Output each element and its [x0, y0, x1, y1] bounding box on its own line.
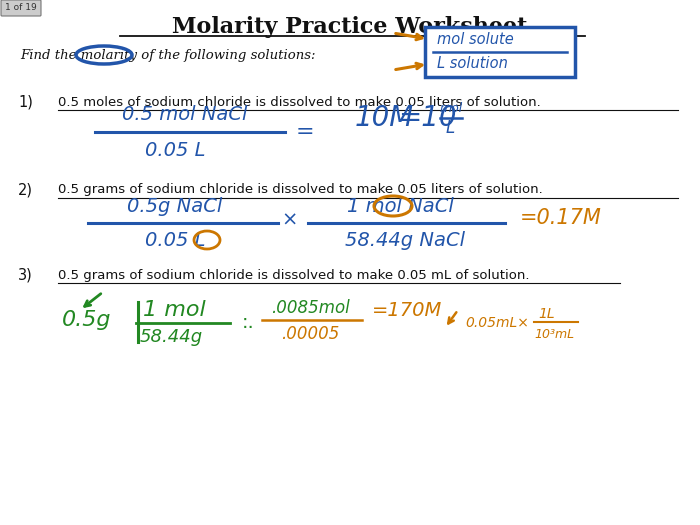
- Text: 0.5 moles of sodium chloride is dissolved to make 0.05 liters of solution.: 0.5 moles of sodium chloride is dissolve…: [58, 96, 540, 109]
- Text: =: =: [295, 122, 314, 142]
- Text: L solution: L solution: [437, 57, 508, 71]
- Text: 1 of 19: 1 of 19: [5, 4, 37, 13]
- Text: 10³mL: 10³mL: [534, 328, 574, 341]
- Text: 1L: 1L: [538, 307, 554, 321]
- Text: 10M: 10M: [355, 104, 414, 132]
- FancyBboxPatch shape: [425, 27, 575, 77]
- Text: 3): 3): [18, 268, 33, 282]
- Text: 0.5 mol NaCl: 0.5 mol NaCl: [122, 104, 248, 123]
- Text: 1 mol NaCl: 1 mol NaCl: [346, 196, 454, 215]
- Text: 0.5g NaCl: 0.5g NaCl: [127, 196, 223, 215]
- Text: Molarity Practice Worksheet: Molarity Practice Worksheet: [172, 16, 528, 38]
- Text: 1 mol: 1 mol: [143, 300, 206, 320]
- Text: mol solute: mol solute: [437, 33, 514, 47]
- Text: =0.17M: =0.17M: [520, 208, 602, 228]
- Text: .00005: .00005: [281, 325, 339, 343]
- Text: :.: :.: [242, 313, 255, 332]
- Text: 0.5g: 0.5g: [62, 310, 111, 330]
- Text: =10: =10: [398, 104, 456, 132]
- Text: Find the molarity of the following solutions:: Find the molarity of the following solut…: [20, 48, 316, 61]
- Text: 0.05mL×: 0.05mL×: [465, 316, 529, 330]
- Text: 0.05 L: 0.05 L: [145, 141, 205, 160]
- FancyBboxPatch shape: [1, 0, 41, 16]
- Text: 58.44g: 58.44g: [140, 328, 203, 346]
- Text: ×: ×: [282, 211, 298, 229]
- Text: 2): 2): [18, 183, 33, 197]
- Text: 1): 1): [18, 94, 33, 110]
- Text: .0085mol: .0085mol: [271, 299, 349, 317]
- Text: mol: mol: [440, 101, 463, 114]
- Text: L: L: [446, 119, 455, 137]
- Text: 58.44g NaCl: 58.44g NaCl: [345, 230, 465, 249]
- Text: =170M: =170M: [372, 300, 442, 320]
- Text: 0.5 grams of sodium chloride is dissolved to make 0.05 liters of solution.: 0.5 grams of sodium chloride is dissolve…: [58, 184, 542, 196]
- Text: 0.05 L: 0.05 L: [145, 230, 205, 249]
- Text: 0.5 grams of sodium chloride is dissolved to make 0.05 mL of solution.: 0.5 grams of sodium chloride is dissolve…: [58, 268, 529, 281]
